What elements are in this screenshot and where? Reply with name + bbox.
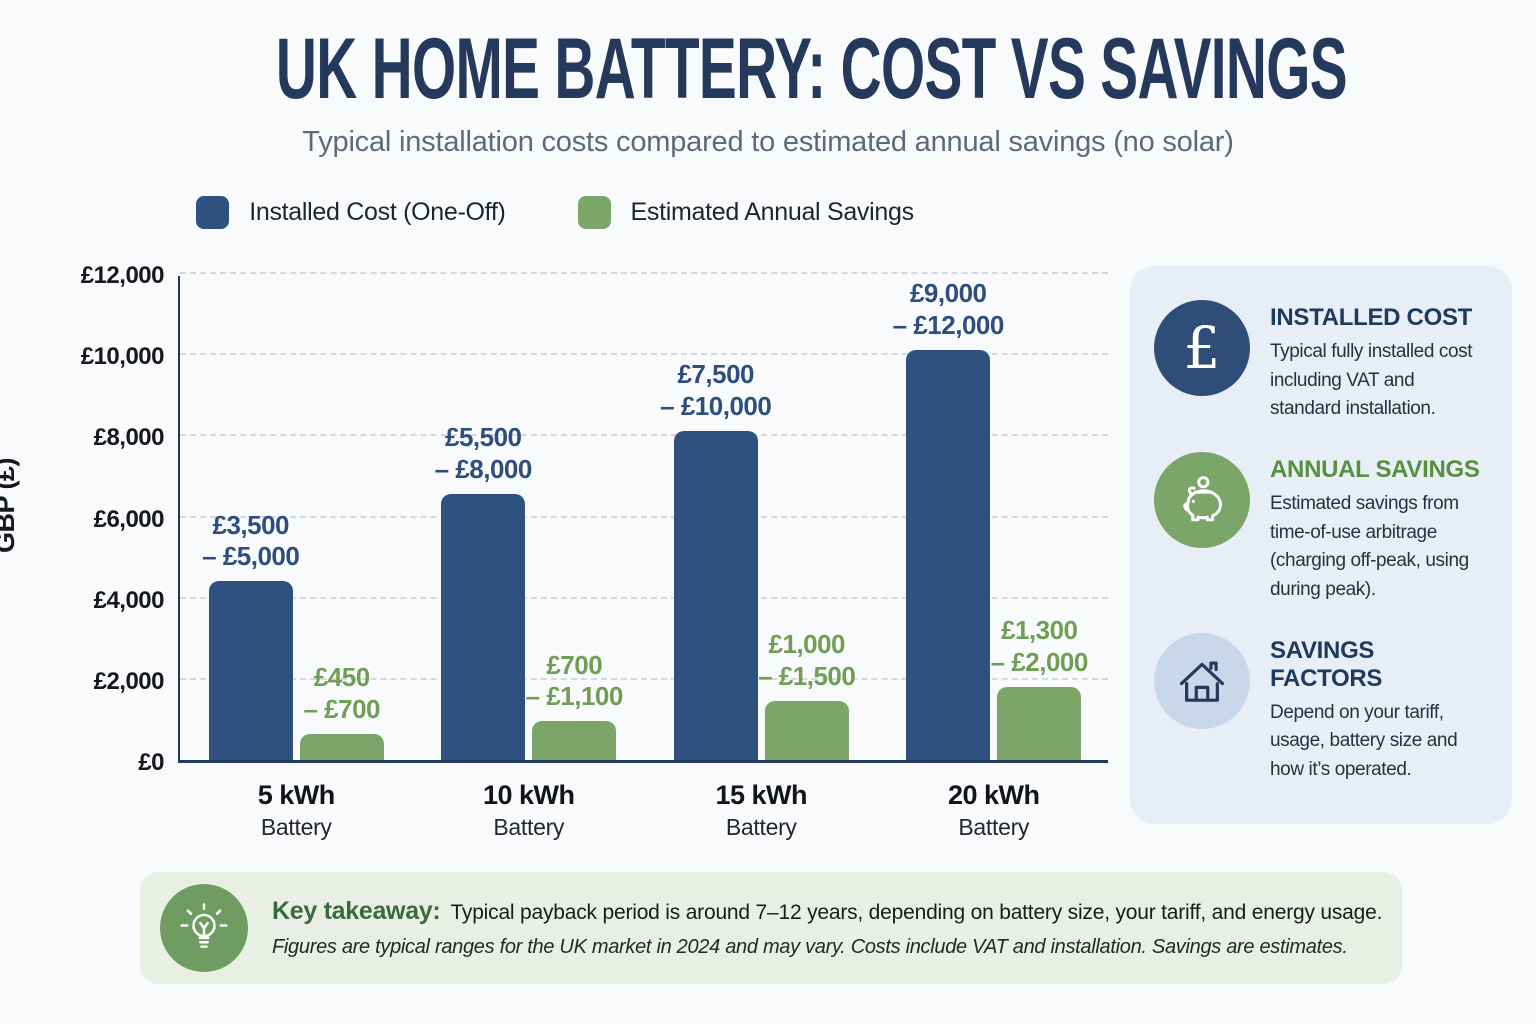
cost-bar-10kwh <box>441 494 526 760</box>
savings-bar-20kwh <box>997 686 1082 760</box>
card-body-savings-factors: Depend on your tariff, usage, battery si… <box>1270 701 1458 780</box>
bar-range-label: £1,300– £2,000 <box>990 615 1089 677</box>
savings-bar-5kwh <box>299 733 384 760</box>
savings-bar-15kwh <box>764 701 849 760</box>
bar-range-label: £7,500– £10,000 <box>660 359 772 422</box>
y-tick-label: £2,000 <box>93 667 165 695</box>
y-tick-label: £10,000 <box>80 343 165 371</box>
key-takeaway-banner: Key takeaway: Typical payback period is a… <box>140 872 1402 984</box>
piggy-bank-icon <box>1154 452 1250 548</box>
card-body-installed-cost: Typical fully installed cost including V… <box>1270 341 1473 419</box>
key-takeaway-kicker: Key takeaway: <box>272 897 441 925</box>
x-axis-label: 15 kWh Battery <box>715 780 808 840</box>
key-takeaway-text: Key takeaway: Typical payback period is a… <box>272 897 1383 925</box>
y-tick-label: £0 <box>138 749 164 776</box>
x-axis-label: 5 kWh Battery <box>257 780 336 840</box>
legend-item-cost: Installed Cost (One-Off) <box>196 196 506 229</box>
y-axis-ticks: £12,000 £10,000 £8,000 £6,000 £4,000 £2,000 £0 <box>0 262 165 776</box>
card-heading-annual-savings: ANNUAL SAVINGS <box>1270 456 1480 483</box>
y-tick-label: £12,000 <box>80 262 165 289</box>
gridline <box>180 515 1108 518</box>
page-title: UK HOME BATTERY: COST VS SAVINGS <box>275 21 1348 117</box>
gridline <box>180 434 1108 437</box>
bar-range-label: £450– £700 <box>303 661 381 724</box>
legend-label-cost: Installed Cost (One-Off) <box>249 198 506 226</box>
gridline <box>180 596 1108 599</box>
x-axis-label: 10 kWh Battery <box>482 780 575 840</box>
y-tick-label: £6,000 <box>93 505 165 533</box>
bar-group-15kwh: £7,500– £10,000 £1,000– £1,500 15 kWh Batte… <box>645 276 878 840</box>
bar-range-label: £700– £1,100 <box>525 649 624 712</box>
cost-bar-20kwh <box>906 350 991 760</box>
bar-range-label: £1,000– £1,500 <box>758 629 856 692</box>
cost-swatch-icon <box>196 196 230 229</box>
card-body-annual-savings: Estimated savings from time-of-use arbit… <box>1270 493 1469 600</box>
gridline <box>180 353 1108 356</box>
lightbulb-icon <box>160 884 248 972</box>
bar-group-5kwh: £3,500– £5,000 £450– £700 5 kWh Battery <box>180 276 413 840</box>
cost-bar-15kwh <box>673 431 758 760</box>
y-tick-label: £4,000 <box>93 586 165 614</box>
chart-legend: Installed Cost (One-Off) Estimated Annua… <box>0 196 1110 229</box>
card-installed-cost: £ INSTALLED COST Typical fully installed… <box>1154 300 1488 424</box>
page-subtitle: Typical installation costs compared to e… <box>302 126 1234 158</box>
bar-group-10kwh: £5,500– £8,000 £700– £1,100 10 kWh Battery <box>413 276 646 840</box>
bar-range-label: £9,000– £12,000 <box>892 278 1005 341</box>
header: UK HOME BATTERY: COST VS SAVINGS <box>0 21 1536 117</box>
bar-chart-plot: £3,500– £5,000 £450– £700 5 kWh Battery £5,5… <box>178 272 1111 840</box>
legend-item-savings: Estimated Annual Savings <box>577 196 915 229</box>
card-savings-factors: SAVINGS FACTORS Depend on your tariff, u… <box>1154 632 1488 785</box>
bar-group-20kwh: £9,000– £12,000 £1,300– £2,000 20 kWh Batte… <box>878 276 1111 840</box>
savings-swatch-icon <box>577 196 611 229</box>
bar-range-label: £3,500– £5,000 <box>202 509 300 572</box>
card-heading-savings-factors: SAVINGS FACTORS <box>1270 636 1383 692</box>
x-axis-label: 20 kWh Battery <box>947 780 1040 840</box>
gridline <box>180 677 1108 680</box>
card-heading-installed-cost: INSTALLED COST <box>1270 304 1473 331</box>
pound-icon: £ <box>1154 300 1250 396</box>
y-tick-label: £8,000 <box>93 424 165 452</box>
footnote-text: Figures are typical ranges for the UK ma… <box>272 936 1348 958</box>
card-annual-savings: ANNUAL SAVINGS Estimated savings from ti… <box>1154 452 1488 604</box>
house-icon <box>1154 632 1250 729</box>
savings-bar-10kwh <box>532 721 617 760</box>
gridline <box>180 272 1108 274</box>
bar-range-label: £5,500– £8,000 <box>434 422 533 485</box>
info-sidebar: £ INSTALLED COST Typical fully installed… <box>1130 266 1512 824</box>
cost-bar-5kwh <box>208 581 293 760</box>
legend-label-savings: Estimated Annual Savings <box>630 198 915 226</box>
